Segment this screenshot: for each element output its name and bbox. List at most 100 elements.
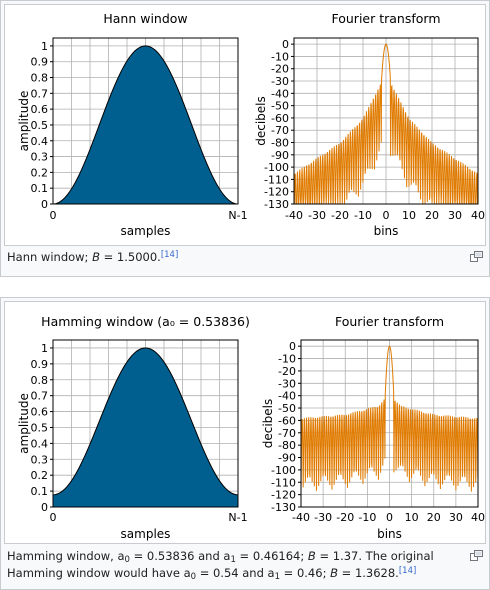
x-tick-label: -10 bbox=[354, 209, 372, 222]
x-tick-label: 30 bbox=[449, 511, 463, 524]
y-tick-label: 0.5 bbox=[31, 421, 49, 434]
x-axis-label: samples bbox=[121, 224, 171, 238]
y-tick-label: 0.2 bbox=[31, 469, 49, 482]
chart-hamming-window: 00.10.20.30.40.50.60.70.80.910 N-1Hamming… bbox=[17, 314, 250, 541]
x-tick-label: 0 bbox=[383, 209, 390, 222]
x-tick-label: 0 bbox=[50, 511, 57, 524]
y-tick-label: 0 bbox=[289, 340, 296, 353]
chart-pair-svg: 00.10.20.30.40.50.60.70.80.910 N-1Hamming… bbox=[17, 314, 485, 541]
y-tick-label: -30 bbox=[271, 75, 289, 88]
y-axis-label: amplitude bbox=[17, 393, 31, 454]
y-tick-label: -70 bbox=[278, 427, 296, 440]
reference-link[interactable]: [14] bbox=[398, 566, 417, 576]
y-tick-label: -20 bbox=[271, 63, 289, 76]
figure-caption: Hamming window, a0 = 0.53836 and a1 = 0.… bbox=[7, 548, 467, 582]
magnify-clip-icon[interactable] bbox=[470, 251, 483, 262]
y-tick-label: 0 bbox=[41, 198, 48, 211]
window-area bbox=[52, 347, 239, 508]
y-tick-label: -10 bbox=[271, 50, 289, 63]
chart-hann-spectrum: -40 -30 -20 -10 0 10 20 30 400-10-20-30-40-50-60… bbox=[254, 11, 485, 238]
y-tick-label: 0.1 bbox=[31, 182, 49, 195]
figure-hann: 0 0.1 0.2 0.3 0.4 0.5 0.6 0.7 0.8 0.9 1 0 N-1 Hann wi… bbox=[0, 0, 490, 277]
y-tick-label: 0.7 bbox=[31, 87, 49, 100]
x-tick-label: -10 bbox=[358, 511, 376, 524]
x-tick-label: 40 bbox=[471, 511, 485, 524]
y-tick-label: -60 bbox=[278, 414, 296, 427]
x-axis-label: samples bbox=[121, 527, 171, 541]
caption-text: = 1.37. The original Hamming window woul… bbox=[7, 549, 434, 580]
plot-frame bbox=[52, 339, 239, 508]
caption-sub: 1 bbox=[274, 572, 281, 582]
y-tick-label: -60 bbox=[271, 112, 289, 125]
spectrum-line bbox=[300, 345, 479, 493]
y-tick-label: -20 bbox=[278, 365, 296, 378]
caption-text: = 0.46; bbox=[280, 566, 331, 580]
chart-title: Fourier transform bbox=[331, 11, 440, 26]
caption-text: = 0.46164; bbox=[235, 549, 308, 563]
x-tick-label: N-1 bbox=[228, 209, 247, 222]
x-tick-label: 10 bbox=[402, 209, 416, 222]
y-tick-label: 0.8 bbox=[31, 374, 49, 387]
y-axis-label: decibels bbox=[261, 399, 275, 449]
plot-frame bbox=[300, 339, 479, 508]
y-tick-label: -100 bbox=[271, 464, 296, 477]
figure-caption: Hann window; B = 1.5000.[14] bbox=[7, 249, 467, 266]
y-tick-label: -90 bbox=[271, 149, 289, 162]
y-tick-label: 0.7 bbox=[31, 390, 49, 403]
y-tick-label: -50 bbox=[271, 100, 289, 113]
caption-sub: 0 bbox=[190, 572, 197, 582]
y-tick-label: 0.3 bbox=[31, 453, 49, 466]
x-tick-label: -30 bbox=[308, 209, 326, 222]
y-tick-label: -80 bbox=[271, 137, 289, 150]
figure-image[interactable]: 0 0.1 0.2 0.3 0.4 0.5 0.6 0.7 0.8 0.9 1 0 N-1 Hann wi… bbox=[4, 4, 486, 246]
y-tick-label: -40 bbox=[278, 390, 296, 403]
x-axis-label: bins bbox=[374, 224, 399, 238]
y-tick-label: 0 bbox=[41, 501, 48, 514]
y-tick-label: 0.6 bbox=[31, 103, 49, 116]
chart-title: Hann window bbox=[103, 11, 187, 26]
x-tick-label: -30 bbox=[314, 511, 332, 524]
y-tick-label: -110 bbox=[271, 476, 296, 489]
y-tick-label: -130 bbox=[271, 501, 296, 514]
y-tick-label: -40 bbox=[271, 87, 289, 100]
y-tick-label: 0.8 bbox=[31, 72, 49, 85]
y-tick-label: -50 bbox=[278, 402, 296, 415]
y-axis-label: amplitude bbox=[17, 91, 31, 152]
y-tick-label: -130 bbox=[264, 198, 289, 211]
caption-b-label: B bbox=[330, 566, 338, 580]
y-tick-label: 0 bbox=[282, 38, 289, 51]
magnify-clip-icon[interactable] bbox=[470, 550, 483, 561]
caption-text: = 1.3628. bbox=[338, 566, 399, 580]
x-tick-label: N-1 bbox=[228, 511, 247, 524]
y-tick-label: 0.9 bbox=[31, 358, 49, 371]
y-tick-label: 1 bbox=[41, 40, 48, 53]
y-tick-label: 0.9 bbox=[31, 56, 49, 69]
x-tick-label: 0 bbox=[386, 511, 393, 524]
y-tick-label: -80 bbox=[278, 439, 296, 452]
caption-b-label: B bbox=[92, 250, 100, 264]
x-tick-label: -40 bbox=[285, 209, 303, 222]
y-tick-label: -120 bbox=[271, 489, 296, 502]
reference-link[interactable]: [14] bbox=[160, 250, 179, 260]
y-tick-label: -120 bbox=[264, 186, 289, 199]
figure-hamming: 0 0.1 0.2 0.3 0.4 0.5 0.6 0.7 0.8 0.9 1 0 N-1 Hamming… bbox=[0, 297, 490, 590]
caption-sub: 1 bbox=[230, 555, 236, 565]
y-tick-label: -10 bbox=[278, 353, 296, 366]
x-tick-label: 40 bbox=[471, 209, 485, 222]
spectrum-line bbox=[293, 43, 479, 205]
y-tick-label: -30 bbox=[278, 377, 296, 390]
chart-hamming-spectrum: -40 -30 -20 -10 0 10 20 30 400-10-20-30-40-50-60… bbox=[261, 314, 485, 541]
caption-sub: 0 bbox=[124, 555, 130, 565]
x-tick-label: 20 bbox=[427, 511, 441, 524]
y-tick-label: 0.3 bbox=[31, 151, 49, 164]
y-tick-label: -100 bbox=[264, 161, 289, 174]
y-tick-label: 0.4 bbox=[31, 135, 49, 148]
figure-image[interactable]: 0 0.1 0.2 0.3 0.4 0.5 0.6 0.7 0.8 0.9 1 0 N-1 Hamming… bbox=[4, 301, 486, 544]
y-tick-label: 0.5 bbox=[31, 119, 49, 132]
x-tick-label: 10 bbox=[405, 511, 419, 524]
x-tick-label: -20 bbox=[336, 511, 354, 524]
y-tick-label: -70 bbox=[271, 124, 289, 137]
caption-b-value: = 1.5000. bbox=[99, 250, 161, 264]
chart-hann-window: 0 0.1 0.2 0.3 0.4 0.5 0.6 0.7 0.8 0.9 1 0 N-1 Hann wi… bbox=[17, 11, 248, 238]
x-tick-label: 20 bbox=[425, 209, 439, 222]
